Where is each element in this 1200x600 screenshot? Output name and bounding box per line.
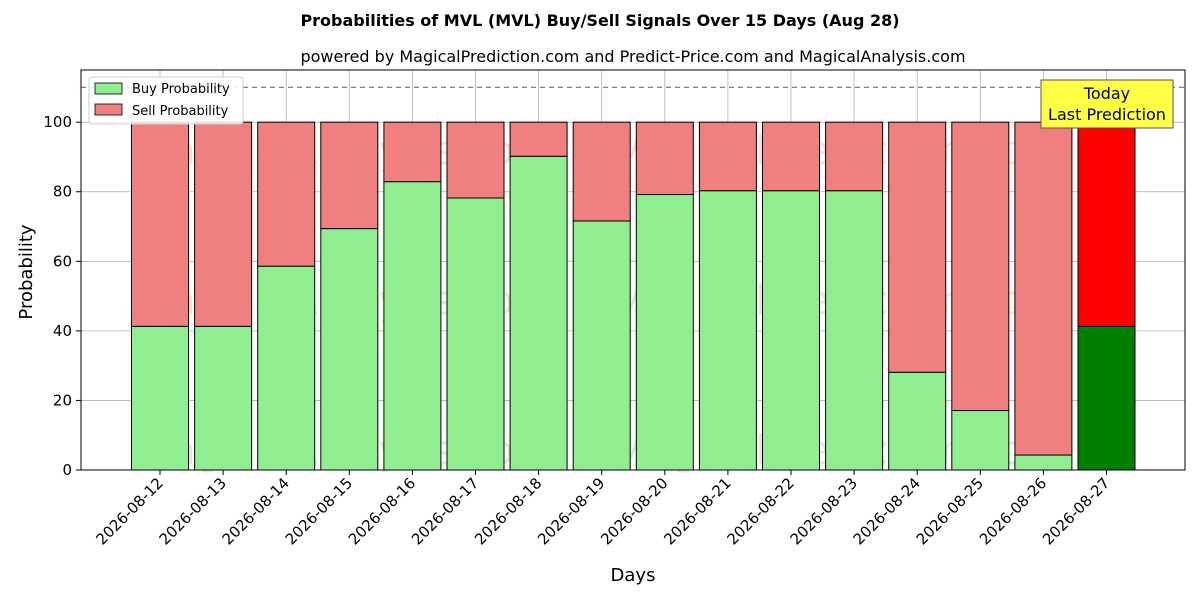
x-tick-label: 2026-08-20 [597, 474, 671, 548]
buy-bar-2026-08-20 [635, 194, 694, 471]
y-tick-label: 80 [53, 183, 72, 201]
sell-bar-2026-08-13 [194, 121, 253, 327]
today-annotation: Today Last Prediction [1040, 79, 1174, 129]
x-tick-label: 2026-08-13 [156, 474, 230, 548]
y-tick-label: 0 [62, 461, 72, 479]
y-axis-ticks: 0 20 40 60 80 100 [43, 113, 81, 479]
buy-bar-2026-08-25 [951, 410, 1010, 471]
buy-bar-2026-08-21 [698, 190, 757, 471]
x-tick-label: 2026-08-22 [723, 474, 797, 548]
legend-frame [88, 76, 244, 125]
sell-bar-2026-08-15 [320, 121, 379, 230]
x-tick-label: 2026-08-27 [1039, 474, 1113, 548]
y-tick-label: 20 [53, 391, 72, 409]
sell-bar-2026-08-18 [509, 121, 568, 157]
x-tick-label: 2026-08-18 [471, 474, 545, 548]
x-tick-label: 2026-08-15 [282, 474, 356, 548]
buy-bar-2026-08-22 [762, 190, 820, 471]
y-tick-label: 100 [43, 113, 72, 131]
sell-bar-2026-08-23 [825, 121, 884, 192]
y-axis-label: Probability [16, 224, 37, 319]
today-annotation-box [1040, 79, 1174, 129]
sell-bar-2026-08-20 [635, 121, 694, 196]
buy-bar-2026-08-23 [825, 190, 884, 471]
bars [131, 121, 1136, 471]
legend-buy-swatch [94, 82, 123, 95]
sell-bar-2026-08-12 [131, 121, 189, 327]
sell-bar-2026-08-22 [762, 121, 820, 192]
buy-bar-2026-08-13 [194, 325, 253, 471]
sell-bar-2026-08-27 [1077, 121, 1136, 327]
x-tick-label: 2026-08-24 [850, 474, 924, 548]
buy-bar-2026-08-14 [257, 265, 316, 471]
buy-bar-2026-08-27 [1077, 325, 1136, 471]
buy-bar-2026-08-15 [320, 228, 379, 471]
sell-bar-2026-08-21 [698, 121, 757, 192]
sell-bar-2026-08-26 [1014, 121, 1073, 456]
sell-bar-2026-08-25 [951, 121, 1010, 412]
today-annotation-line2: Last Prediction [1048, 105, 1166, 124]
x-tick-label: 2026-08-25 [913, 474, 987, 548]
legend-sell-swatch [94, 103, 123, 116]
buy-bar-2026-08-24 [888, 371, 947, 471]
x-tick-label: 2026-08-16 [345, 474, 419, 548]
chart-title: Probabilities of MVL (MVL) Buy/Sell Sign… [300, 11, 899, 30]
legend-sell-label: Sell Probability [132, 104, 229, 119]
x-tick-label: 2026-08-19 [534, 474, 608, 548]
plot-area [80, 69, 1186, 471]
x-tick-label: 2026-08-26 [976, 474, 1050, 548]
sell-bar-2026-08-24 [888, 121, 947, 373]
buy-bar-2026-08-16 [383, 181, 442, 471]
x-tick-label: 2026-08-23 [787, 474, 861, 548]
x-tick-label: 2026-08-14 [219, 474, 293, 548]
x-tick-label: 2026-08-12 [92, 474, 166, 548]
buy-bar-2026-08-17 [446, 197, 505, 471]
sell-bar-2026-08-14 [257, 121, 316, 267]
chart-subtitle: powered by MagicalPrediction.com and Pre… [300, 47, 965, 66]
y-tick-label: 40 [53, 322, 72, 340]
buy-bar-2026-08-26 [1014, 454, 1073, 471]
sell-bar-2026-08-17 [446, 121, 505, 199]
legend-buy-label: Buy Probability [132, 82, 230, 97]
x-axis-ticks: 2026-08-122026-08-132026-08-142026-08-15… [92, 470, 1113, 548]
buy-bar-2026-08-12 [131, 325, 189, 471]
x-axis-label: Days [611, 565, 656, 586]
buy-bar-2026-08-19 [572, 220, 631, 471]
x-tick-label: 2026-08-17 [408, 474, 482, 548]
y-tick-label: 60 [53, 252, 72, 270]
sell-bar-2026-08-19 [572, 121, 631, 222]
sell-bar-2026-08-16 [383, 121, 442, 183]
buy-bar-2026-08-18 [509, 155, 568, 471]
today-annotation-line1: Today [1083, 84, 1130, 103]
x-tick-label: 2026-08-21 [660, 474, 734, 548]
legend: Buy Probability Sell Probability [88, 76, 244, 125]
